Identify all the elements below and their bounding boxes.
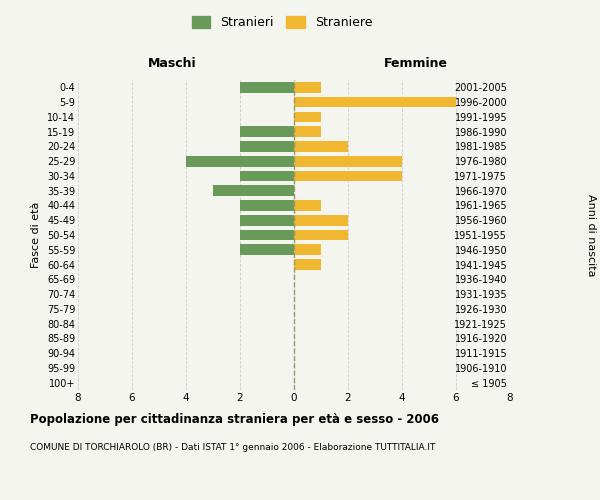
Bar	[294, 126, 321, 137]
Bar	[240, 215, 294, 226]
Text: COMUNE DI TORCHIAROLO (BR) - Dati ISTAT 1° gennaio 2006 - Elaborazione TUTTITALI: COMUNE DI TORCHIAROLO (BR) - Dati ISTAT …	[30, 442, 436, 452]
Bar	[294, 156, 402, 166]
Bar	[240, 82, 294, 92]
Bar	[294, 200, 321, 211]
Bar	[294, 141, 348, 152]
Bar	[294, 112, 321, 122]
Bar	[294, 82, 321, 92]
Bar	[294, 230, 348, 240]
Legend: Stranieri, Straniere: Stranieri, Straniere	[187, 11, 377, 34]
Bar	[240, 170, 294, 181]
Text: Maschi: Maschi	[148, 57, 197, 70]
Bar	[240, 126, 294, 137]
Text: Femmine: Femmine	[383, 57, 448, 70]
Bar	[294, 244, 321, 255]
Bar	[294, 259, 321, 270]
Bar	[240, 230, 294, 240]
Bar	[186, 156, 294, 166]
Bar	[240, 200, 294, 211]
Bar	[213, 186, 294, 196]
Text: Anni di nascita: Anni di nascita	[586, 194, 596, 276]
Bar	[294, 170, 402, 181]
Bar	[294, 215, 348, 226]
Text: Popolazione per cittadinanza straniera per età e sesso - 2006: Popolazione per cittadinanza straniera p…	[30, 412, 439, 426]
Bar	[294, 97, 456, 108]
Bar	[240, 141, 294, 152]
Bar	[240, 244, 294, 255]
Y-axis label: Fasce di età: Fasce di età	[31, 202, 41, 268]
